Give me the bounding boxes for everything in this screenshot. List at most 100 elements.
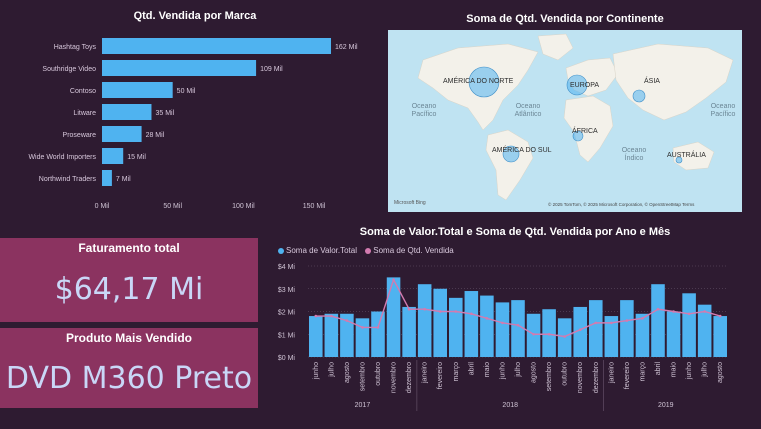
month-label: outubro [375, 362, 382, 386]
qty-point [485, 317, 489, 320]
month-bar[interactable] [651, 284, 665, 357]
qty-point [687, 312, 691, 316]
month-label: fevereiro [437, 362, 444, 389]
y-tick-label: $2 Mi [278, 310, 296, 317]
month-label: outubro [562, 362, 569, 386]
combo-legend: Soma de Valor.Total Soma de Qtd. Vendida [278, 246, 454, 255]
month-label: junho [499, 362, 506, 380]
year-label: 2019 [658, 402, 674, 409]
month-bar[interactable] [464, 291, 479, 357]
bubble-south-america [502, 145, 520, 163]
month-bar[interactable] [402, 306, 416, 357]
revenue-card: Faturamento total $64,17 Mi [0, 238, 258, 322]
bar-category-label: Wide World Importers [28, 154, 96, 161]
bar[interactable] [102, 60, 257, 76]
qty-point [345, 319, 349, 322]
month-label: novembro [577, 362, 584, 393]
month-bar[interactable] [682, 293, 696, 357]
bar[interactable] [102, 38, 331, 54]
month-bar[interactable] [620, 300, 634, 357]
month-label: dezembro [593, 362, 600, 393]
x-tick-label: 150 Mil [303, 203, 326, 210]
y-tick-label: $3 Mi [278, 287, 296, 294]
bar[interactable] [102, 148, 124, 164]
month-label: dezembro [406, 362, 413, 393]
qty-point [407, 307, 411, 311]
y-tick-label: $0 Mi [278, 355, 296, 362]
qty-point [438, 310, 442, 313]
continent-map[interactable]: AMÉRICA DO NORTE EUROPA ÁSIA ÁFRICA AMÉR… [388, 30, 742, 212]
qty-point [563, 335, 566, 338]
qty-point [392, 278, 395, 281]
bar-value-label: 28 Mil [146, 132, 165, 139]
bar[interactable] [102, 126, 142, 142]
month-bar[interactable] [511, 300, 525, 357]
revenue-card-value: $64,17 Mi [54, 272, 204, 307]
bar-value-label: 35 Mil [155, 110, 174, 117]
month-bar[interactable] [573, 306, 587, 357]
qty-point [672, 310, 675, 313]
bar[interactable] [102, 104, 152, 120]
month-bar[interactable] [480, 295, 494, 357]
year-label: 2017 [355, 402, 371, 409]
month-bar[interactable] [589, 300, 603, 357]
bar[interactable] [102, 82, 173, 98]
bubble-asia [632, 89, 646, 103]
month-bar[interactable] [355, 318, 370, 357]
month-label: setembro [359, 362, 366, 391]
qty-point [423, 307, 426, 311]
revenue-card-title: Faturamento total [78, 241, 180, 255]
qty-point [454, 310, 458, 313]
month-label: maio [671, 362, 678, 377]
month-label: março [453, 362, 460, 382]
month-label: junho [686, 362, 693, 380]
qty-point [703, 310, 706, 313]
month-bar[interactable] [417, 284, 432, 357]
ocean-pacific-right: Oceano Pacífico [710, 103, 736, 118]
qty-point [547, 332, 551, 336]
month-bar[interactable] [324, 313, 339, 357]
qty-point [594, 321, 598, 325]
bubble-africa [572, 130, 584, 142]
month-bar[interactable] [697, 304, 712, 357]
month-bar[interactable] [371, 311, 385, 358]
label-australia: AUSTRÁLIA [667, 152, 706, 159]
month-bar[interactable] [433, 288, 447, 357]
map-attribution[interactable]: © 2025 TomTom, © 2025 Microsoft Corporat… [548, 202, 695, 207]
bubble-europe [566, 74, 588, 96]
month-bar[interactable] [309, 316, 323, 357]
month-bar[interactable] [635, 313, 650, 357]
legend-line-label: Soma de Qtd. Vendida [373, 246, 454, 255]
month-bar[interactable] [604, 316, 619, 357]
month-label: maio [484, 362, 491, 377]
month-label: abril [468, 362, 475, 376]
month-label: julho [515, 362, 522, 378]
x-tick-label: 0 Mil [95, 203, 110, 210]
bar-category-label: Litware [73, 110, 96, 117]
qty-point [578, 328, 582, 331]
month-bar[interactable] [713, 316, 727, 357]
bar-value-label: 109 Mil [260, 66, 283, 73]
legend-line-swatch [365, 247, 372, 254]
month-label: janeiro [422, 362, 429, 384]
month-bar[interactable] [666, 311, 681, 358]
month-bar[interactable] [495, 302, 510, 357]
month-bar[interactable] [340, 313, 354, 357]
y-tick-label: $4 Mi [278, 264, 296, 271]
bar-value-label: 15 Mil [127, 154, 146, 161]
top-product-card-title: Produto Mais Vendido [65, 331, 192, 345]
month-label: agosto [531, 362, 538, 383]
qty-point [532, 332, 535, 336]
world-landmass [417, 33, 734, 201]
brand-bar-chart[interactable]: Hashtag Toys 162 Mil Southridge Video 109 M… [0, 28, 380, 218]
month-bar[interactable] [449, 297, 463, 357]
map-title: Soma de Qtd. Vendida por Continente [466, 13, 664, 25]
month-bar[interactable] [386, 277, 401, 357]
bar-chart-title: Qtd. Vendida por Marca [133, 10, 257, 22]
qty-point [625, 319, 629, 322]
bar-category-label: Proseware [63, 132, 97, 139]
sales-by-month-chart[interactable]: $0 Mi $1 Mi $2 Mi $3 Mi $4 Mi junho julho agost… [270, 256, 761, 429]
bar-category-label: Contoso [70, 88, 96, 95]
qty-point [361, 326, 364, 329]
bar[interactable] [102, 170, 112, 186]
